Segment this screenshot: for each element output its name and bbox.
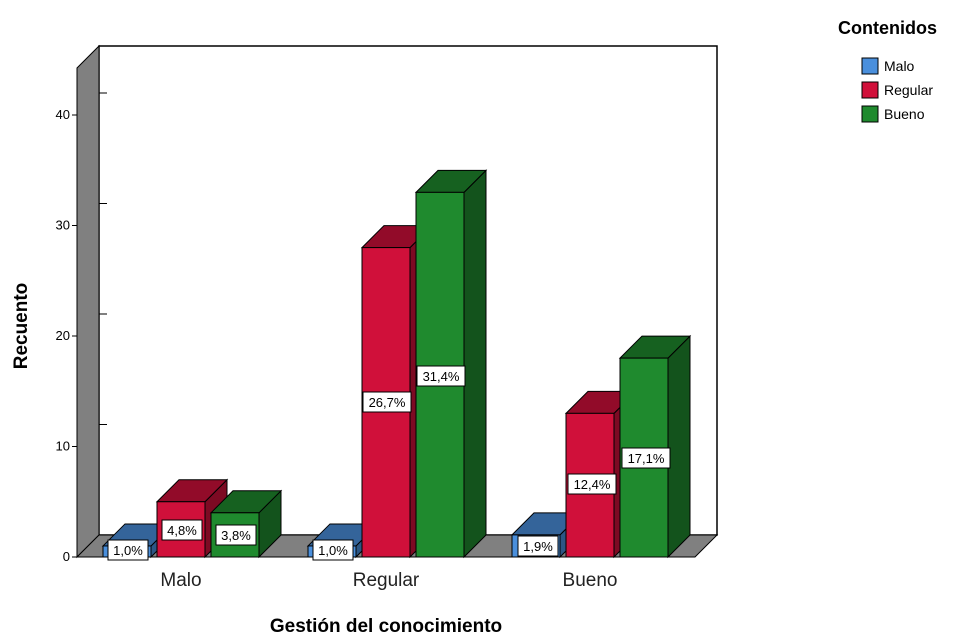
y-axis: 0 10 20 30 40 — [56, 68, 78, 564]
legend-label: Malo — [884, 58, 915, 74]
legend-swatch — [861, 105, 879, 123]
data-label-box — [215, 524, 257, 546]
data-label-box — [416, 365, 466, 387]
bar-side — [463, 169, 487, 559]
data-label: 1,0% — [318, 543, 348, 558]
y-axis-title: Recuento — [11, 283, 32, 370]
y-tick-label: 20 — [56, 328, 70, 343]
y-tick-label: 40 — [56, 107, 70, 122]
data-label: 31,4% — [423, 369, 460, 384]
bar-side — [667, 334, 691, 559]
x-tick-label: Regular — [353, 570, 420, 591]
data-label-box — [621, 447, 671, 469]
data-label-box — [567, 473, 617, 495]
data-label: 1,0% — [113, 543, 143, 558]
y-tick-label: 10 — [56, 439, 70, 454]
side-wall — [76, 44, 100, 559]
bar-bueno-regular — [414, 169, 488, 559]
y-tick-label: 30 — [56, 218, 70, 233]
legend: Contenidos Malo Regular Bueno — [838, 18, 937, 123]
data-label: 1,9% — [523, 539, 553, 554]
data-label-box — [161, 519, 203, 541]
legend-swatch — [861, 57, 879, 75]
y-tick-label: 0 — [63, 549, 70, 564]
x-axis: Malo Regular Bueno — [160, 570, 617, 591]
data-label-box — [107, 539, 149, 561]
x-axis-title: Gestión del conocimiento — [270, 616, 502, 637]
data-label: 17,1% — [628, 451, 665, 466]
data-label: 12,4% — [574, 477, 611, 492]
data-label: 26,7% — [369, 395, 406, 410]
data-labels: 1,0% 4,8% 3,8% 1,0% 26,7% 31,4% 1,9% 12,4% 17,1% — [107, 365, 671, 561]
bar-bueno-bueno — [618, 334, 692, 559]
data-label-box — [517, 535, 559, 557]
data-label: 4,8% — [167, 523, 197, 538]
legend-label: Bueno — [884, 106, 925, 122]
data-label-box — [362, 391, 412, 413]
x-tick-label: Malo — [160, 570, 201, 591]
legend-title: Contenidos — [838, 18, 937, 38]
legend-swatch — [861, 81, 879, 99]
x-tick-label: Bueno — [563, 570, 618, 591]
data-label-box — [312, 539, 354, 561]
data-label: 3,8% — [221, 528, 251, 543]
legend-label: Regular — [884, 82, 933, 98]
